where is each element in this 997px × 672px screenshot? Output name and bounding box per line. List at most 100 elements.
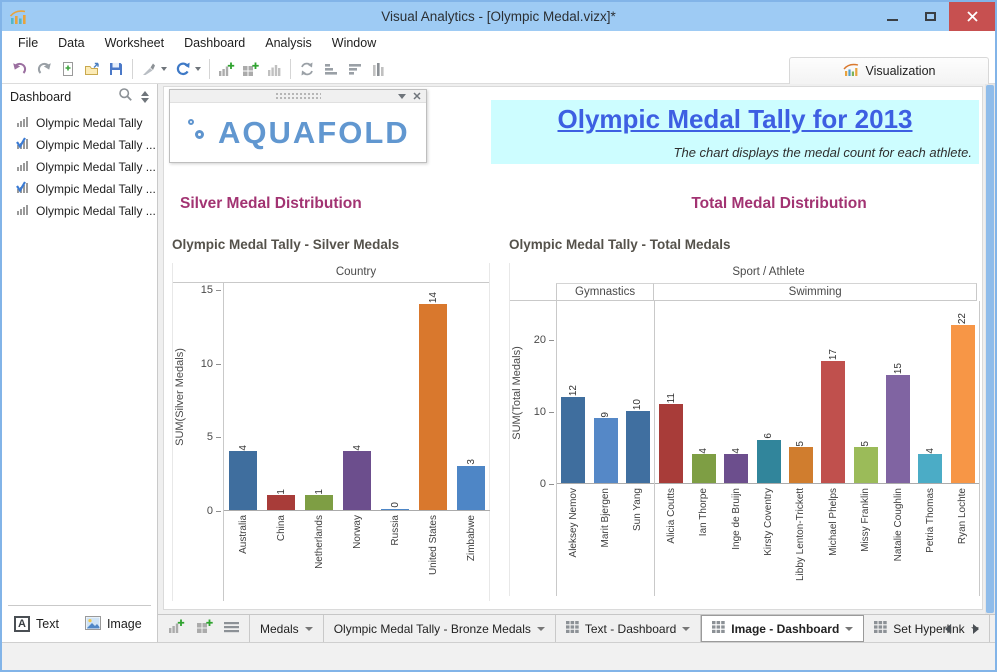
- vertical-scrollbar-track[interactable]: [985, 84, 995, 614]
- tab-image-dashboard[interactable]: Image - Dashboard: [701, 615, 865, 642]
- bar-netherlands[interactable]: [305, 495, 333, 510]
- menu-analysis[interactable]: Analysis: [265, 36, 312, 50]
- bar-slot: 4: [720, 448, 752, 483]
- close-button[interactable]: [949, 2, 995, 31]
- image-zone-panel[interactable]: AQUAFOLD: [169, 89, 427, 163]
- bar-russia[interactable]: [381, 508, 409, 510]
- chart-checked-icon: [16, 181, 30, 197]
- sidebar-item-label: Olympic Medal Tally ...: [36, 182, 156, 196]
- menu-bar: File Data Worksheet Dashboard Analysis Window: [2, 31, 995, 55]
- group-header-row: Gymnastics Swimming: [510, 283, 981, 301]
- tab-text-dashboard[interactable]: Text - Dashboard: [556, 615, 702, 642]
- vertical-scrollbar-thumb[interactable]: [986, 85, 994, 613]
- bar-ian-thorpe[interactable]: [691, 454, 716, 483]
- save-icon[interactable]: [104, 57, 128, 81]
- tab-scroll-left-icon[interactable]: [945, 623, 951, 634]
- menu-dashboard[interactable]: Dashboard: [184, 36, 246, 50]
- menu-window[interactable]: Window: [331, 36, 377, 50]
- menu-worksheet[interactable]: Worksheet: [104, 36, 165, 50]
- new-worksheet-icon[interactable]: [214, 57, 238, 81]
- undo-icon[interactable]: [8, 57, 32, 81]
- tab-dropdown-icon[interactable]: [845, 626, 854, 631]
- tab-medals[interactable]: Medals: [250, 615, 324, 642]
- bar-petria-thomas[interactable]: [918, 454, 943, 483]
- x-axis-label: Ian Thorpe: [698, 488, 710, 537]
- visualization-tab[interactable]: Visualization: [789, 57, 989, 84]
- window-title: Visual Analytics - [Olympic Medal.vizx]*: [381, 9, 616, 24]
- tab-olympic-medal-tally-bronze-medals[interactable]: Olympic Medal Tally - Bronze Medals: [324, 615, 556, 642]
- x-label-slot: Norway: [338, 511, 376, 601]
- dropdown-caret-icon[interactable]: [161, 67, 167, 71]
- bar-ryan-lochte[interactable]: [950, 325, 975, 483]
- sheet-tab-bar: Medals Olympic Medal Tally - Bronze Medal…: [158, 614, 995, 642]
- x-label-slot: Kirsty Coventry: [752, 484, 784, 596]
- sort-ascending-icon[interactable]: [319, 57, 343, 81]
- new-dashboard-icon[interactable]: [238, 57, 262, 81]
- menu-file[interactable]: File: [18, 36, 39, 50]
- bar-united-states[interactable]: [419, 304, 447, 510]
- tab-dropdown-icon[interactable]: [682, 626, 691, 631]
- tab-dropdown-icon[interactable]: [536, 626, 545, 631]
- bar-inge-de-bruijn[interactable]: [724, 454, 749, 483]
- bar-norway[interactable]: [343, 451, 371, 510]
- new-worksheet-icon[interactable]: [168, 618, 185, 639]
- sort-toggle-icon[interactable]: [141, 91, 149, 103]
- redo-icon[interactable]: [32, 57, 56, 81]
- swap-axes-icon[interactable]: [295, 57, 319, 81]
- bar-libby-lenton-trickett[interactable]: [788, 447, 813, 483]
- bar-slot: 11: [655, 393, 687, 483]
- duplicate-sheet-icon[interactable]: [262, 57, 286, 81]
- bar-natalie-coughlin[interactable]: [886, 375, 911, 483]
- toolbar-separator: [132, 59, 133, 79]
- sidebar-item-label: Olympic Medal Tally ...: [36, 160, 156, 174]
- format-icon[interactable]: [137, 57, 161, 81]
- new-dashboard-icon[interactable]: [196, 618, 213, 639]
- bar-value-label: 4: [730, 447, 742, 454]
- minimize-button[interactable]: [873, 2, 911, 31]
- bar-marit-bjergen[interactable]: [593, 418, 618, 483]
- bar-sun-yang[interactable]: [625, 411, 650, 483]
- add-image-button[interactable]: Image: [84, 615, 142, 633]
- bar-aleksey-nemov[interactable]: [561, 396, 586, 483]
- search-icon[interactable]: [118, 87, 133, 107]
- sort-descending-icon[interactable]: [343, 57, 367, 81]
- bar-michael-phelps[interactable]: [821, 361, 846, 483]
- bar-china[interactable]: [267, 495, 295, 510]
- drag-grip-icon[interactable]: [275, 91, 321, 101]
- worksheet-list-icon[interactable]: [224, 620, 239, 638]
- panel-close-icon[interactable]: [413, 87, 421, 105]
- tab-label: Image - Dashboard: [731, 621, 840, 636]
- sidebar-item-olympic-medal-tally[interactable]: Olympic Medal Tally ...: [2, 156, 157, 178]
- menu-data[interactable]: Data: [58, 36, 85, 50]
- sidebar-item-olympic-medal-tally[interactable]: Olympic Medal Tally ...: [2, 134, 157, 156]
- sidebar-item-olympic-medal-tally[interactable]: Olympic Medal Tally ...: [2, 200, 157, 222]
- add-text-button[interactable]: A Text: [14, 616, 59, 632]
- bar-alicia-coutts[interactable]: [659, 404, 684, 483]
- bar-value-label: 11: [665, 392, 677, 404]
- level-bars-icon[interactable]: [367, 57, 391, 81]
- title-banner: Olympic Medal Tally for 2013 The chart d…: [491, 100, 979, 164]
- silver-chart-title: Olympic Medal Tally - Silver Medals: [172, 237, 400, 252]
- bar-value-label: 14: [427, 291, 439, 304]
- x-label-slot: Russia: [376, 511, 414, 601]
- sidebar-item-olympic-medal-tally[interactable]: Olympic Medal Tally ...: [2, 178, 157, 200]
- bar-zimbabwe[interactable]: [457, 465, 485, 510]
- dashboard-subtitle: The chart displays the medal count for e…: [673, 145, 972, 160]
- bar-slot: 5: [850, 441, 882, 483]
- tab-scroll-right-icon[interactable]: [973, 623, 979, 634]
- bar-kirsty-coventry[interactable]: [756, 439, 781, 483]
- bar-missy-franklin[interactable]: [853, 447, 878, 483]
- new-file-icon[interactable]: [56, 57, 80, 81]
- sidebar-item-olympic-medal-tally[interactable]: Olympic Medal Tally: [2, 112, 157, 134]
- bar-value-label: 5: [860, 440, 872, 447]
- x-labels-row: Australia China Netherlands Norway Russia Uni…: [224, 511, 490, 601]
- tab-dropdown-icon[interactable]: [304, 626, 313, 631]
- bar-slot: 14: [414, 292, 452, 510]
- panel-menu-icon[interactable]: [398, 93, 406, 99]
- maximize-button[interactable]: [911, 2, 949, 31]
- open-file-icon[interactable]: [80, 57, 104, 81]
- bar-australia[interactable]: [229, 451, 257, 510]
- dropdown-caret-icon[interactable]: [195, 67, 201, 71]
- dashboard-title-link[interactable]: Olympic Medal Tally for 2013: [557, 104, 913, 134]
- refresh-icon[interactable]: [171, 57, 195, 81]
